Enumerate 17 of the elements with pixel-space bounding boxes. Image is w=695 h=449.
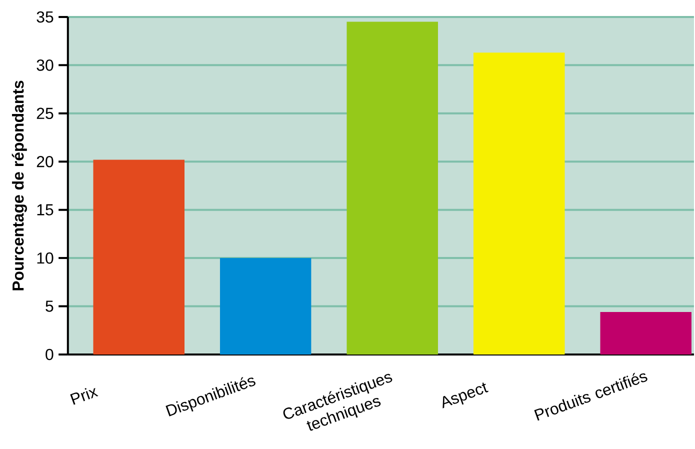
x-tick-label: Produits certifiés bbox=[534, 372, 648, 421]
x-tick-label: Prix bbox=[70, 388, 98, 405]
bar bbox=[220, 258, 312, 355]
bar bbox=[93, 160, 185, 355]
y-tick-label: 15 bbox=[37, 204, 54, 216]
y-tick-label: 30 bbox=[36, 60, 54, 72]
y-tick-label: 0 bbox=[46, 349, 54, 360]
y-tick-label: 35 bbox=[36, 11, 54, 23]
x-tick-label: Aspect bbox=[442, 382, 488, 408]
y-axis-title: Pourcentage de répondants bbox=[12, 80, 27, 290]
y-tick-label: 20 bbox=[36, 156, 54, 168]
y-tick-label: 5 bbox=[46, 300, 54, 312]
bar bbox=[473, 52, 565, 355]
y-tick-label: 25 bbox=[36, 108, 54, 120]
bar bbox=[600, 312, 692, 355]
bar bbox=[346, 22, 438, 355]
y-tick-label: 10 bbox=[37, 252, 54, 264]
